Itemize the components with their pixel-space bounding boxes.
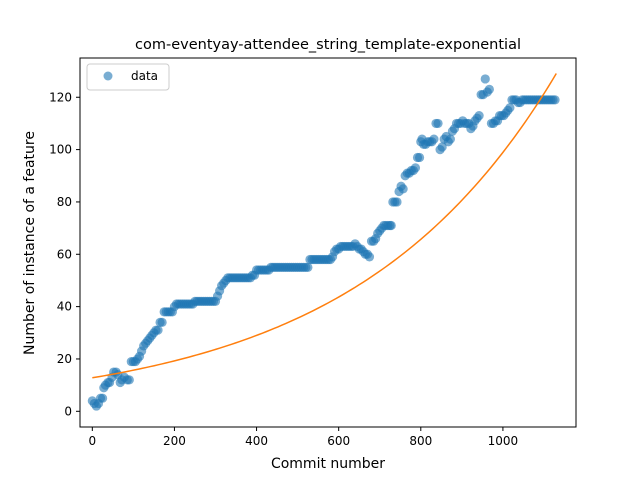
data-point	[410, 163, 421, 173]
data-point	[484, 84, 494, 94]
x-tick-label: 600	[327, 434, 350, 448]
x-tick-label: 200	[163, 434, 186, 448]
data-point	[124, 375, 134, 385]
y-axis: 0 20 40 60 80 100 120	[49, 90, 80, 418]
y-tick-label: 20	[57, 352, 72, 366]
data-point	[386, 220, 396, 231]
y-tick-label: 0	[64, 404, 72, 418]
legend-box	[86, 63, 170, 91]
data-point	[505, 103, 515, 113]
x-tick-label: 400	[245, 434, 268, 448]
data-point	[364, 252, 375, 262]
data-point	[153, 325, 163, 335]
data-point	[398, 184, 408, 194]
data-point	[303, 262, 313, 272]
y-tick-label: 100	[49, 143, 72, 157]
x-axis: 0 200 400 600 800 1000	[88, 427, 518, 448]
data-point	[414, 152, 425, 163]
x-axis-label: Commit number	[271, 456, 385, 472]
data-point	[157, 317, 167, 327]
y-tick-label: 80	[57, 195, 72, 209]
x-tick-label: 1000	[488, 434, 519, 448]
y-tick-label: 40	[57, 300, 72, 314]
legend-label-data: data	[131, 69, 158, 83]
data-point	[433, 118, 443, 129]
data-point	[392, 197, 402, 207]
y-axis-label: Number of instance of a feature	[22, 131, 38, 355]
data-point	[429, 134, 439, 144]
chart-title: com-eventyay-attendee_string_template-ex…	[135, 37, 521, 53]
data-point	[445, 134, 455, 144]
axes-frame	[79, 57, 577, 428]
data-point	[97, 393, 108, 403]
data-point	[480, 74, 490, 84]
data-point	[474, 110, 484, 121]
data-point	[437, 142, 447, 152]
x-tick-label: 0	[88, 434, 96, 448]
y-tick-label: 60	[57, 247, 72, 261]
plot-area	[87, 73, 560, 411]
legend: data	[86, 63, 170, 91]
y-tick-label: 120	[49, 90, 72, 104]
fit-line	[92, 73, 557, 379]
data-point	[550, 95, 560, 105]
legend-marker-data	[103, 71, 113, 81]
x-tick-label: 800	[409, 434, 432, 448]
